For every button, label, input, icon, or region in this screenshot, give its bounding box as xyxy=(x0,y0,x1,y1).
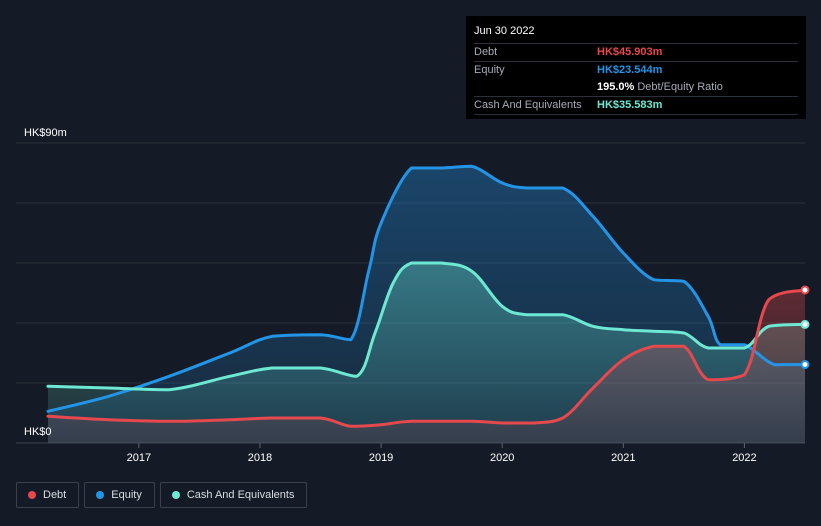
x-tick-label: 2020 xyxy=(490,452,514,464)
tooltip-debt-label: Debt xyxy=(474,46,498,58)
equity-line xyxy=(46,164,807,413)
tooltip-row-cash: Cash And Equivalents HK$35.583m xyxy=(474,96,798,115)
debt-area xyxy=(48,290,805,443)
y-axis-bottom-label: HK$0 xyxy=(24,426,52,438)
tooltip-debt-value: HK$45.903m xyxy=(597,46,663,58)
legend-dot-cash xyxy=(171,491,180,499)
debt-endpoint xyxy=(800,285,810,295)
equity-endpoint xyxy=(800,360,810,370)
tooltip-ratio-label: Debt/Equity Ratio xyxy=(637,81,723,93)
tooltip-cash-value: HK$35.583m xyxy=(597,99,663,111)
tooltip-date: Jun 30 2022 xyxy=(474,25,535,37)
x-tick-label: 2017 xyxy=(127,452,151,464)
tooltip-equity-label: Equity xyxy=(474,64,505,76)
tooltip-ratio-value: 195.0% xyxy=(597,81,635,93)
x-axis: 2017 2018 2019 2020 2021 2022 xyxy=(127,443,757,464)
x-tick-label: 2021 xyxy=(611,452,635,464)
legend-dot-debt xyxy=(28,491,36,499)
cash-endpoint xyxy=(800,319,810,329)
debt-line xyxy=(46,288,807,428)
series-areas xyxy=(48,166,805,444)
legend-item-cash[interactable]: Cash And Equivalents xyxy=(159,482,308,508)
x-tick-label: 2018 xyxy=(248,452,272,464)
legend-item-debt[interactable]: Debt xyxy=(16,482,80,508)
tooltip-row-debt: Debt HK$45.903m xyxy=(474,43,798,61)
legend-dot-equity xyxy=(96,491,105,499)
tooltip-cash-label: Cash And Equivalents xyxy=(474,99,582,111)
series-lines xyxy=(46,164,807,428)
data-tooltip: Jun 30 2022 Debt HK$45.903m Equity HK$23… xyxy=(466,16,806,119)
tooltip-row-ratio: 195.0% Debt/Equity Ratio xyxy=(474,79,798,96)
cash-line xyxy=(46,261,807,392)
tooltip-row-equity: Equity HK$23.544m xyxy=(474,61,798,79)
tooltip-equity-value: HK$23.544m xyxy=(597,64,663,76)
legend-item-equity[interactable]: Equity xyxy=(84,482,155,508)
legend-label-debt: Debt xyxy=(43,489,67,501)
legend-label-equity: Equity xyxy=(111,489,142,501)
chart-legend: Debt Equity Cash And Equivalents xyxy=(16,482,308,508)
y-axis-top-label: HK$90m xyxy=(24,127,67,139)
x-tick-label: 2019 xyxy=(369,452,393,464)
x-tick-label: 2022 xyxy=(732,452,756,464)
series-endpoints xyxy=(800,285,810,370)
legend-label-cash: Cash And Equivalents xyxy=(186,489,295,501)
